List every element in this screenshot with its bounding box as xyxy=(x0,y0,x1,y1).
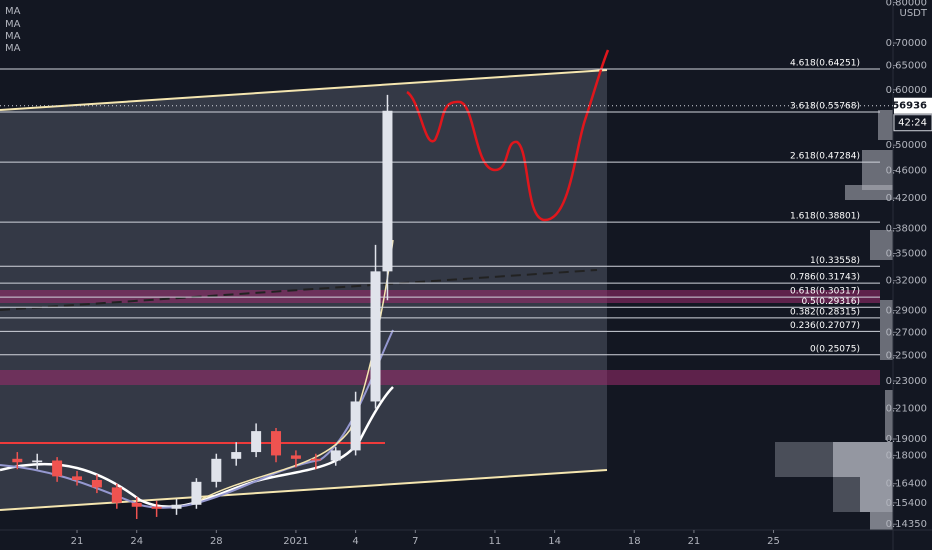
x-tick-label: 4 xyxy=(352,536,358,547)
candle-body xyxy=(310,458,321,461)
volume-profile xyxy=(775,110,893,530)
candle-body xyxy=(251,431,262,453)
fib-label: 0.786(0.31743) xyxy=(790,273,860,283)
x-tick-label: 2021 xyxy=(283,536,308,547)
last-price-tag xyxy=(894,97,932,114)
currency-label: USDT xyxy=(900,8,928,19)
candle-body xyxy=(382,110,393,272)
candle-body xyxy=(12,458,23,463)
fib-label: 1.618(0.38801) xyxy=(790,212,860,222)
y-tick-label: 0.38000 xyxy=(886,224,927,235)
ma-line xyxy=(199,239,394,501)
candle-body xyxy=(191,481,202,505)
y-tick-label: 0.32000 xyxy=(886,276,927,287)
x-tick-label: 28 xyxy=(210,536,223,547)
candle-body xyxy=(151,506,162,509)
x-tick-label: 21 xyxy=(688,536,701,547)
legend-entry: MA xyxy=(5,19,21,30)
candle-body xyxy=(271,431,282,456)
candle-body xyxy=(370,271,381,402)
legend-entry: MA xyxy=(5,43,21,54)
candle-body xyxy=(131,502,142,507)
y-tick-label: 0.16400 xyxy=(886,479,927,490)
trend-line xyxy=(0,269,598,311)
y-tick-label: 0.15400 xyxy=(886,498,927,509)
candle-body xyxy=(330,450,341,461)
last-price-label: 0.56936 xyxy=(881,101,927,112)
countdown-tag xyxy=(893,114,932,132)
x-tick-label: 7 xyxy=(412,536,418,547)
candle-body xyxy=(111,487,122,503)
candle-body xyxy=(350,401,361,451)
y-tick-label: 0.18000 xyxy=(886,450,927,461)
y-tick-label: 0.42000 xyxy=(886,193,927,204)
y-tick-label: 0.19000 xyxy=(886,434,927,445)
candle-body xyxy=(171,504,182,509)
y-tick-label: 0.23000 xyxy=(886,376,927,387)
channel-line xyxy=(0,469,608,511)
candle-body xyxy=(32,460,43,463)
y-tick-label: 0.50000 xyxy=(886,140,927,151)
x-tick-label: 24 xyxy=(130,536,143,547)
fib-label: 4.618(0.64251) xyxy=(790,59,860,69)
channel-line xyxy=(0,69,608,111)
fib-label: 2.618(0.47284) xyxy=(790,152,860,162)
x-tick-label: 14 xyxy=(548,536,561,547)
candle-body xyxy=(91,480,102,488)
y-tick-label: 0.29000 xyxy=(886,306,927,317)
x-tick-label: 18 xyxy=(628,536,641,547)
y-tick-label: 0.65000 xyxy=(886,61,927,72)
fib-label: 3.618(0.55768) xyxy=(790,102,860,112)
y-tick-label: 0.25000 xyxy=(886,351,927,362)
countdown-label: 42:24 xyxy=(898,118,927,129)
candle-body xyxy=(72,476,83,481)
zone xyxy=(0,290,880,303)
zone xyxy=(0,370,880,385)
x-tick-label: 21 xyxy=(71,536,84,547)
candle-body xyxy=(290,455,301,459)
y-tick-label: 0.27000 xyxy=(886,327,927,338)
x-tick-label: 25 xyxy=(767,536,780,547)
candle-body xyxy=(211,458,222,482)
fib-label: 1(0.33558) xyxy=(810,256,860,266)
fib-label: 0.618(0.30317) xyxy=(790,287,860,297)
y-tick-label: 0.46000 xyxy=(886,165,927,176)
candle-body xyxy=(231,452,242,459)
legend-entry: MA xyxy=(5,6,21,17)
fib-label: 0.5(0.29316) xyxy=(801,297,860,307)
fib-label: 0.236(0.27077) xyxy=(790,321,860,331)
y-tick-label: 0.80000 xyxy=(886,0,927,8)
y-tick-label: 0.70000 xyxy=(886,38,927,49)
legend-entry: MA xyxy=(5,31,21,42)
candle-body xyxy=(52,460,63,477)
y-tick-label: 0.14350 xyxy=(886,519,927,530)
fib-label: 0.382(0.28315) xyxy=(790,307,860,317)
y-tick-label: 0.60000 xyxy=(886,85,927,96)
fib-label: 0(0.25075) xyxy=(810,344,860,354)
projection-curve xyxy=(406,49,610,222)
y-tick-label: 0.21000 xyxy=(886,404,927,415)
y-tick-label: 0.35000 xyxy=(886,248,927,259)
x-tick-label: 11 xyxy=(489,536,502,547)
ma-line xyxy=(0,386,394,508)
